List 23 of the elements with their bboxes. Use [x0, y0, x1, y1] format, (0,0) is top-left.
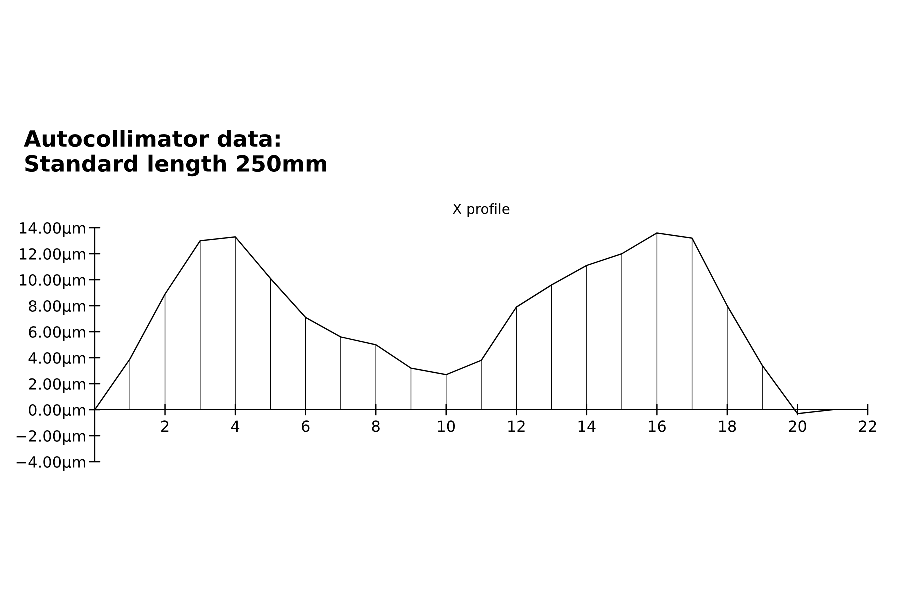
x-tick-label: 6 [302, 420, 310, 432]
x-tick-label: 4 [231, 420, 240, 432]
x-tick-label: 2 [162, 420, 169, 432]
x-tick-label: 20 [789, 420, 806, 432]
x-tick-label: 8 [372, 420, 380, 432]
y-tick-label: 8.00μm [29, 300, 86, 315]
x-tick-label: 14 [578, 420, 596, 432]
y-tick-label: 4.00μm [28, 352, 86, 367]
y-tick-label: 2.00μm [29, 378, 86, 393]
x-tick-label: 16 [649, 420, 666, 432]
y-tick-label: −2.00μm [16, 430, 86, 445]
x-tick-label: 22 [859, 420, 876, 432]
x-tick-label: 10 [438, 420, 456, 432]
chart-title: Autocollimator data: Standard length 250mm [24, 130, 326, 177]
y-tick-label: 10.00μm [20, 274, 86, 289]
y-tick-label: 14.00μm [20, 222, 86, 237]
y-tick-label: 0.00μm [29, 404, 86, 419]
x-tick-label: 12 [508, 420, 525, 432]
x-tick-label: 18 [719, 420, 736, 432]
y-tick-label: −4.00μm [16, 456, 86, 471]
y-tick-label: 12.00μm [20, 248, 86, 263]
y-tick-label: 6.00μm [29, 326, 86, 341]
chart-subtitle: X profile [453, 204, 510, 217]
